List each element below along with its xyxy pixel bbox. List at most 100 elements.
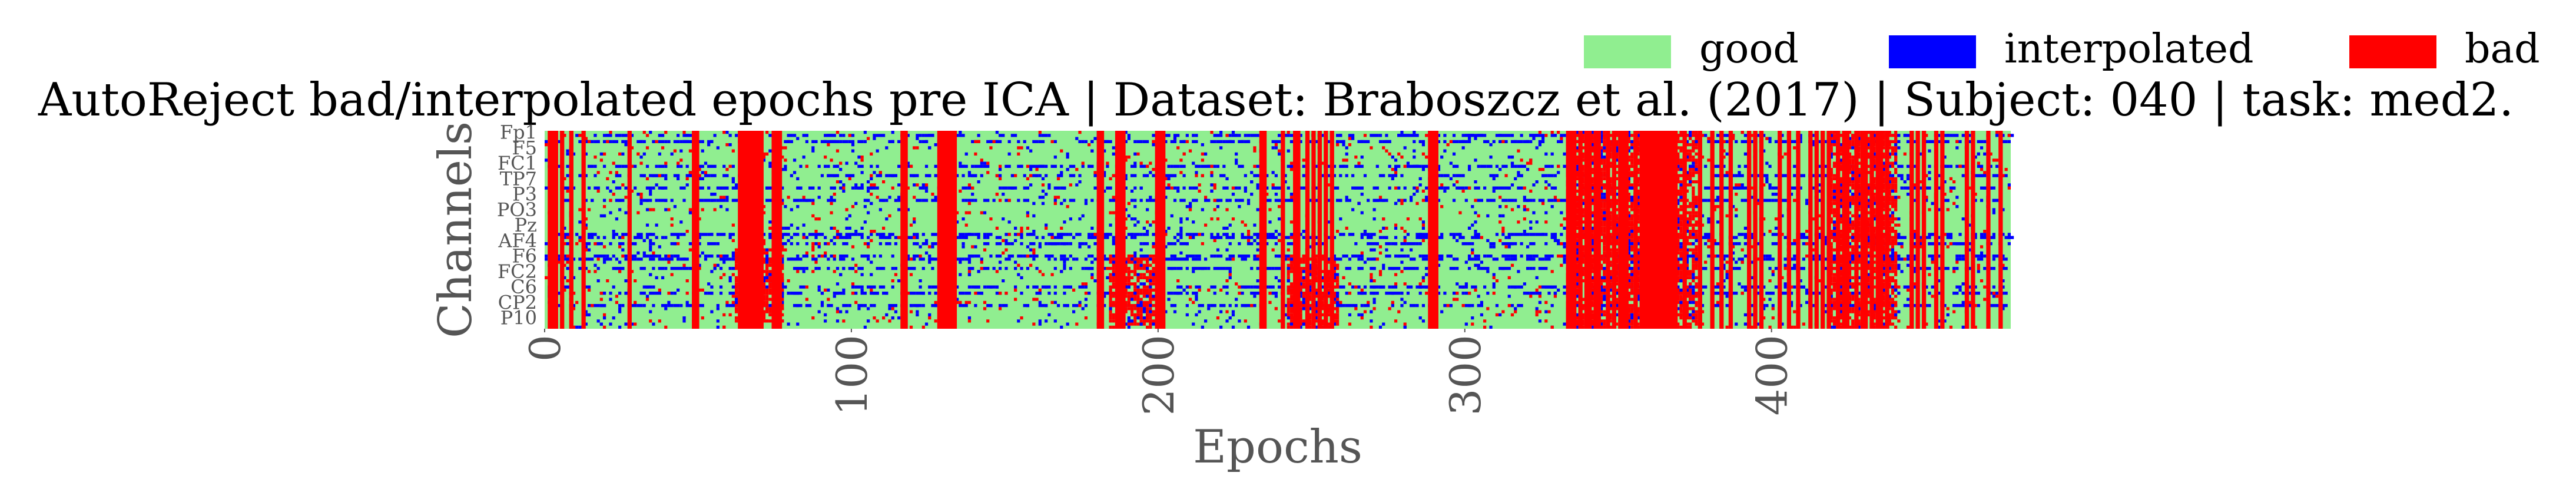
interpolated-cell xyxy=(1866,273,1870,276)
interpolated-cell xyxy=(1768,267,1772,270)
interpolated-cell xyxy=(1700,322,1705,326)
bad-cell xyxy=(642,251,646,255)
bad-cell xyxy=(596,189,600,193)
interpolated-cell xyxy=(817,164,821,168)
interpolated-cell xyxy=(1164,158,1168,162)
interpolated-cell xyxy=(1038,304,1045,308)
bad-cell xyxy=(836,310,840,313)
interpolated-cell xyxy=(1124,140,1128,143)
bad-cell xyxy=(980,211,983,214)
bad-cell xyxy=(1449,177,1453,180)
interpolated-cell xyxy=(876,267,879,270)
interpolated-cell xyxy=(1937,292,1941,295)
interpolated-cell xyxy=(1139,242,1143,246)
bad-cell xyxy=(1977,267,1980,270)
interpolated-cell xyxy=(1704,242,1708,246)
interpolated-cell xyxy=(1756,257,1759,261)
interpolated-cell xyxy=(1738,242,1741,246)
interpolated-cell xyxy=(584,245,588,249)
interpolated-cell xyxy=(719,233,726,236)
interpolated-cell xyxy=(814,242,818,246)
interpolated-cell xyxy=(719,196,723,199)
interpolated-cell xyxy=(1421,257,1428,261)
bad-cell xyxy=(1308,279,1312,283)
interpolated-cell xyxy=(870,193,873,196)
interpolated-cell xyxy=(1421,255,1428,258)
interpolated-cell xyxy=(1047,292,1051,295)
bad-cell xyxy=(1354,285,1358,289)
interpolated-cell xyxy=(1731,292,1738,295)
interpolated-cell xyxy=(1348,322,1352,326)
bad-cell xyxy=(1124,177,1128,180)
interpolated-cell xyxy=(636,257,643,261)
interpolated-cell xyxy=(1563,134,1566,137)
interpolated-cell xyxy=(1464,199,1468,202)
bad-cell xyxy=(1225,257,1229,261)
interpolated-cell xyxy=(1327,236,1330,239)
interpolated-cell xyxy=(602,134,609,137)
interpolated-cell xyxy=(1575,164,1579,168)
interpolated-cell xyxy=(1912,270,1916,273)
bad-cell xyxy=(1750,196,1753,199)
bad-cell xyxy=(1716,196,1720,199)
interpolated-cell xyxy=(1284,236,1290,239)
bad-cell xyxy=(857,307,861,310)
interpolated-cell xyxy=(1492,189,1496,193)
interpolated-cell xyxy=(1467,304,1471,308)
interpolated-cell xyxy=(634,186,637,190)
interpolated-cell xyxy=(1133,217,1137,221)
bad-cell xyxy=(602,245,606,249)
interpolated-cell xyxy=(1535,313,1539,316)
interpolated-cell xyxy=(1771,233,1778,236)
interpolated-cell xyxy=(1351,137,1355,140)
interpolated-cell xyxy=(719,285,723,289)
interpolated-cell xyxy=(1382,146,1385,150)
bad-cell xyxy=(1440,205,1444,209)
interpolated-cell xyxy=(1090,226,1094,230)
interpolated-cell xyxy=(1743,288,1748,292)
interpolated-cell xyxy=(1271,267,1275,270)
bad-cell xyxy=(1474,199,1477,202)
interpolated-cell xyxy=(1385,236,1388,239)
interpolated-cell xyxy=(1385,149,1388,153)
interpolated-cell xyxy=(615,171,619,174)
interpolated-cell xyxy=(980,257,983,261)
interpolated-cell xyxy=(1133,236,1137,239)
interpolated-cell xyxy=(1130,199,1134,202)
interpolated-cell xyxy=(645,295,649,298)
bad-cell xyxy=(1274,307,1278,310)
interpolated-cell xyxy=(796,255,800,258)
interpolated-cell xyxy=(796,292,803,295)
interpolated-cell xyxy=(1289,257,1294,261)
interpolated-cell xyxy=(2004,257,2008,261)
interpolated-cell xyxy=(596,255,603,258)
interpolated-cell xyxy=(1400,260,1404,264)
interpolated-cell xyxy=(1403,186,1407,190)
interpolated-cell xyxy=(851,186,855,190)
interpolated-cell xyxy=(685,304,692,308)
interpolated-cell xyxy=(667,257,674,261)
interpolated-cell xyxy=(1253,146,1256,150)
interpolated-cell xyxy=(1789,242,1793,246)
interpolated-cell xyxy=(1452,236,1456,239)
interpolated-cell xyxy=(1192,140,1198,143)
interpolated-cell xyxy=(1983,267,1987,270)
interpolated-cell xyxy=(1069,242,1072,246)
interpolated-cell xyxy=(1943,267,1950,270)
bad-cell xyxy=(1142,242,1146,246)
interpolated-cell xyxy=(636,251,640,255)
interpolated-cell xyxy=(606,255,609,258)
interpolated-cell xyxy=(1388,164,1391,168)
interpolated-cell xyxy=(1492,292,1496,295)
interpolated-cell xyxy=(1722,267,1726,270)
interpolated-cell xyxy=(1072,164,1076,168)
interpolated-cell xyxy=(1219,174,1226,177)
interpolated-cell xyxy=(1017,273,1020,276)
interpolated-cell xyxy=(909,292,916,295)
bad-cell xyxy=(1268,292,1272,295)
bad-cell xyxy=(624,211,628,214)
bad-cell xyxy=(587,285,591,289)
interpolated-cell xyxy=(1738,174,1744,177)
interpolated-cell xyxy=(1520,134,1523,137)
interpolated-cell xyxy=(1440,255,1444,258)
